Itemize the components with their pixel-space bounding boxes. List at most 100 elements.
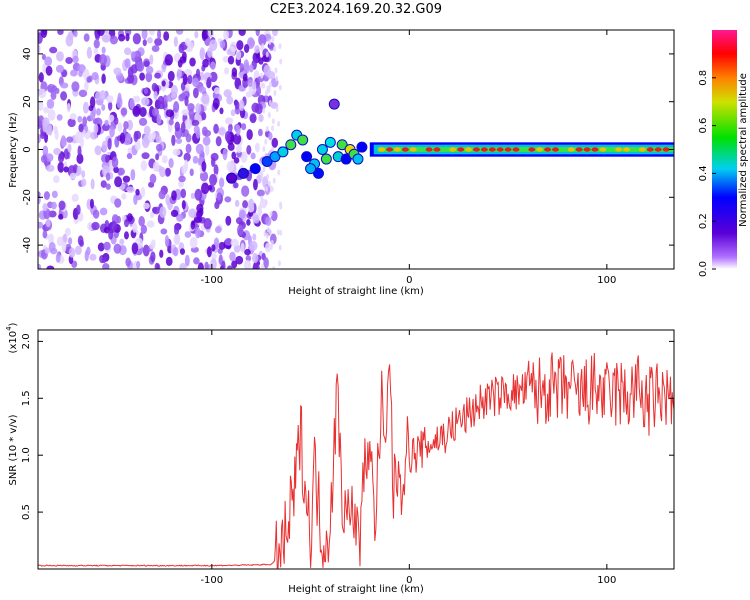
heatmap-cell <box>263 64 271 77</box>
heatmap-cell <box>103 226 110 234</box>
heatmap-cell <box>185 143 192 154</box>
heatmap-cell <box>114 198 122 208</box>
heatmap-cell <box>210 258 217 269</box>
heatmap-cell <box>104 120 109 127</box>
heatmap-cell <box>266 85 270 92</box>
heatmap-cell <box>168 118 174 126</box>
heatmap-cell <box>270 210 278 222</box>
heatmap-cell <box>181 164 187 174</box>
heatmap-cell <box>249 113 257 124</box>
heatmap-cell <box>271 137 279 148</box>
heatmap-cell <box>53 125 58 135</box>
heatmap-cell <box>42 145 49 157</box>
heatmap-cell <box>194 188 203 201</box>
heatmap-cell <box>278 244 282 251</box>
heatmap-cell <box>277 260 281 267</box>
heatmap-cell <box>233 182 239 189</box>
heatmap-cell <box>255 30 260 37</box>
heatmap-cell <box>65 56 73 65</box>
heatmap-cell <box>70 69 78 77</box>
heatmap-cell <box>181 109 190 116</box>
heatmap-cell <box>224 67 230 75</box>
heatmap-cell <box>268 99 272 106</box>
heatmap-cell <box>235 255 244 265</box>
heatmap-cell <box>195 103 202 114</box>
heatmap-cell <box>78 70 83 77</box>
heatmap-cell <box>91 71 99 81</box>
heatmap-cell <box>203 218 212 230</box>
heatmap-cell <box>156 113 162 125</box>
heatmap-cell <box>109 126 115 138</box>
heatmap-cell <box>156 263 161 269</box>
heatmap-cell <box>275 75 279 82</box>
snr-scale-exponent: 4 <box>5 326 13 331</box>
heatmap-cell <box>124 47 132 56</box>
snr-y-scale: (x104) <box>5 322 19 353</box>
heatmap-cell <box>165 194 171 206</box>
heatmap-cell <box>155 135 162 144</box>
heatmap-cell <box>189 57 196 67</box>
heatmap-cell <box>264 89 268 96</box>
heatmap-cell <box>126 186 135 193</box>
heatmap-cell <box>242 200 249 209</box>
heatmap-cell <box>567 147 575 152</box>
heatmap-cell <box>192 77 199 87</box>
heatmap-cell <box>95 108 101 116</box>
colorbar-tick-label: 0.0 <box>698 261 709 277</box>
heatmap-cell <box>417 147 425 152</box>
heatmap-cell <box>272 30 279 37</box>
heatmap-cell <box>77 235 84 246</box>
heatmap-cell <box>38 43 41 55</box>
heatmap-cell <box>114 116 119 125</box>
snr-y-axis-label: SNR (10 * v/v) <box>8 414 19 485</box>
heatmap-cell <box>66 136 74 143</box>
heatmap-cell <box>316 144 328 155</box>
heatmap-cell <box>279 201 283 208</box>
heatmap-cell <box>248 64 254 73</box>
heatmap-cell <box>193 125 200 135</box>
heatmap-cell <box>93 47 99 55</box>
heatmap-cell <box>190 192 196 199</box>
heatmap-cell <box>583 147 591 152</box>
heatmap-cell <box>207 47 213 58</box>
heatmap-cell <box>520 147 528 152</box>
heatmap-cell <box>226 48 232 55</box>
heatmap-cell <box>74 245 82 256</box>
snr-axes: -100 0 100 0.5 1.0 1.5 2.0 <box>21 330 674 586</box>
heatmap-cell <box>202 58 209 68</box>
heatmap-cell <box>72 55 79 64</box>
heatmap-cell <box>102 263 110 269</box>
heatmap-cell <box>159 249 164 258</box>
heatmap-cell <box>261 263 265 269</box>
heatmap-cell <box>145 71 153 83</box>
heatmap-cell <box>89 198 94 209</box>
heatmap-cell <box>151 82 158 92</box>
colorbar-ticks: 0.0 0.2 0.4 0.6 0.8 <box>698 70 716 277</box>
heatmap-cell <box>45 218 51 228</box>
heatmap-cell <box>117 167 125 176</box>
heatmap-cell <box>107 137 112 150</box>
heatmap-cell <box>56 114 63 121</box>
heatmap-cell <box>269 81 273 88</box>
heatmap-cell <box>196 210 203 219</box>
heatmap-cell <box>102 123 110 132</box>
heatmap-ytick-label: -20 <box>22 189 33 205</box>
heatmap-cell <box>258 114 264 123</box>
heatmap-cell <box>615 147 623 152</box>
heatmap-ytick-label: -40 <box>22 237 33 253</box>
heatmap-cell <box>174 121 181 132</box>
heatmap-cell <box>90 110 96 121</box>
heatmap-cell <box>275 106 279 113</box>
heatmap-cell <box>441 147 449 152</box>
heatmap-cell <box>57 153 65 163</box>
heatmap-cell <box>167 70 175 82</box>
snr-xtick-label: -100 <box>200 575 223 586</box>
heatmap-cell <box>273 90 277 97</box>
snr-series-line <box>38 352 674 569</box>
heatmap-cell <box>279 58 283 65</box>
heatmap-cell <box>212 97 220 109</box>
heatmap-cell <box>512 147 520 152</box>
heatmap-cell <box>262 107 266 114</box>
heatmap-cell <box>246 129 253 141</box>
heatmap-cell <box>74 131 83 144</box>
